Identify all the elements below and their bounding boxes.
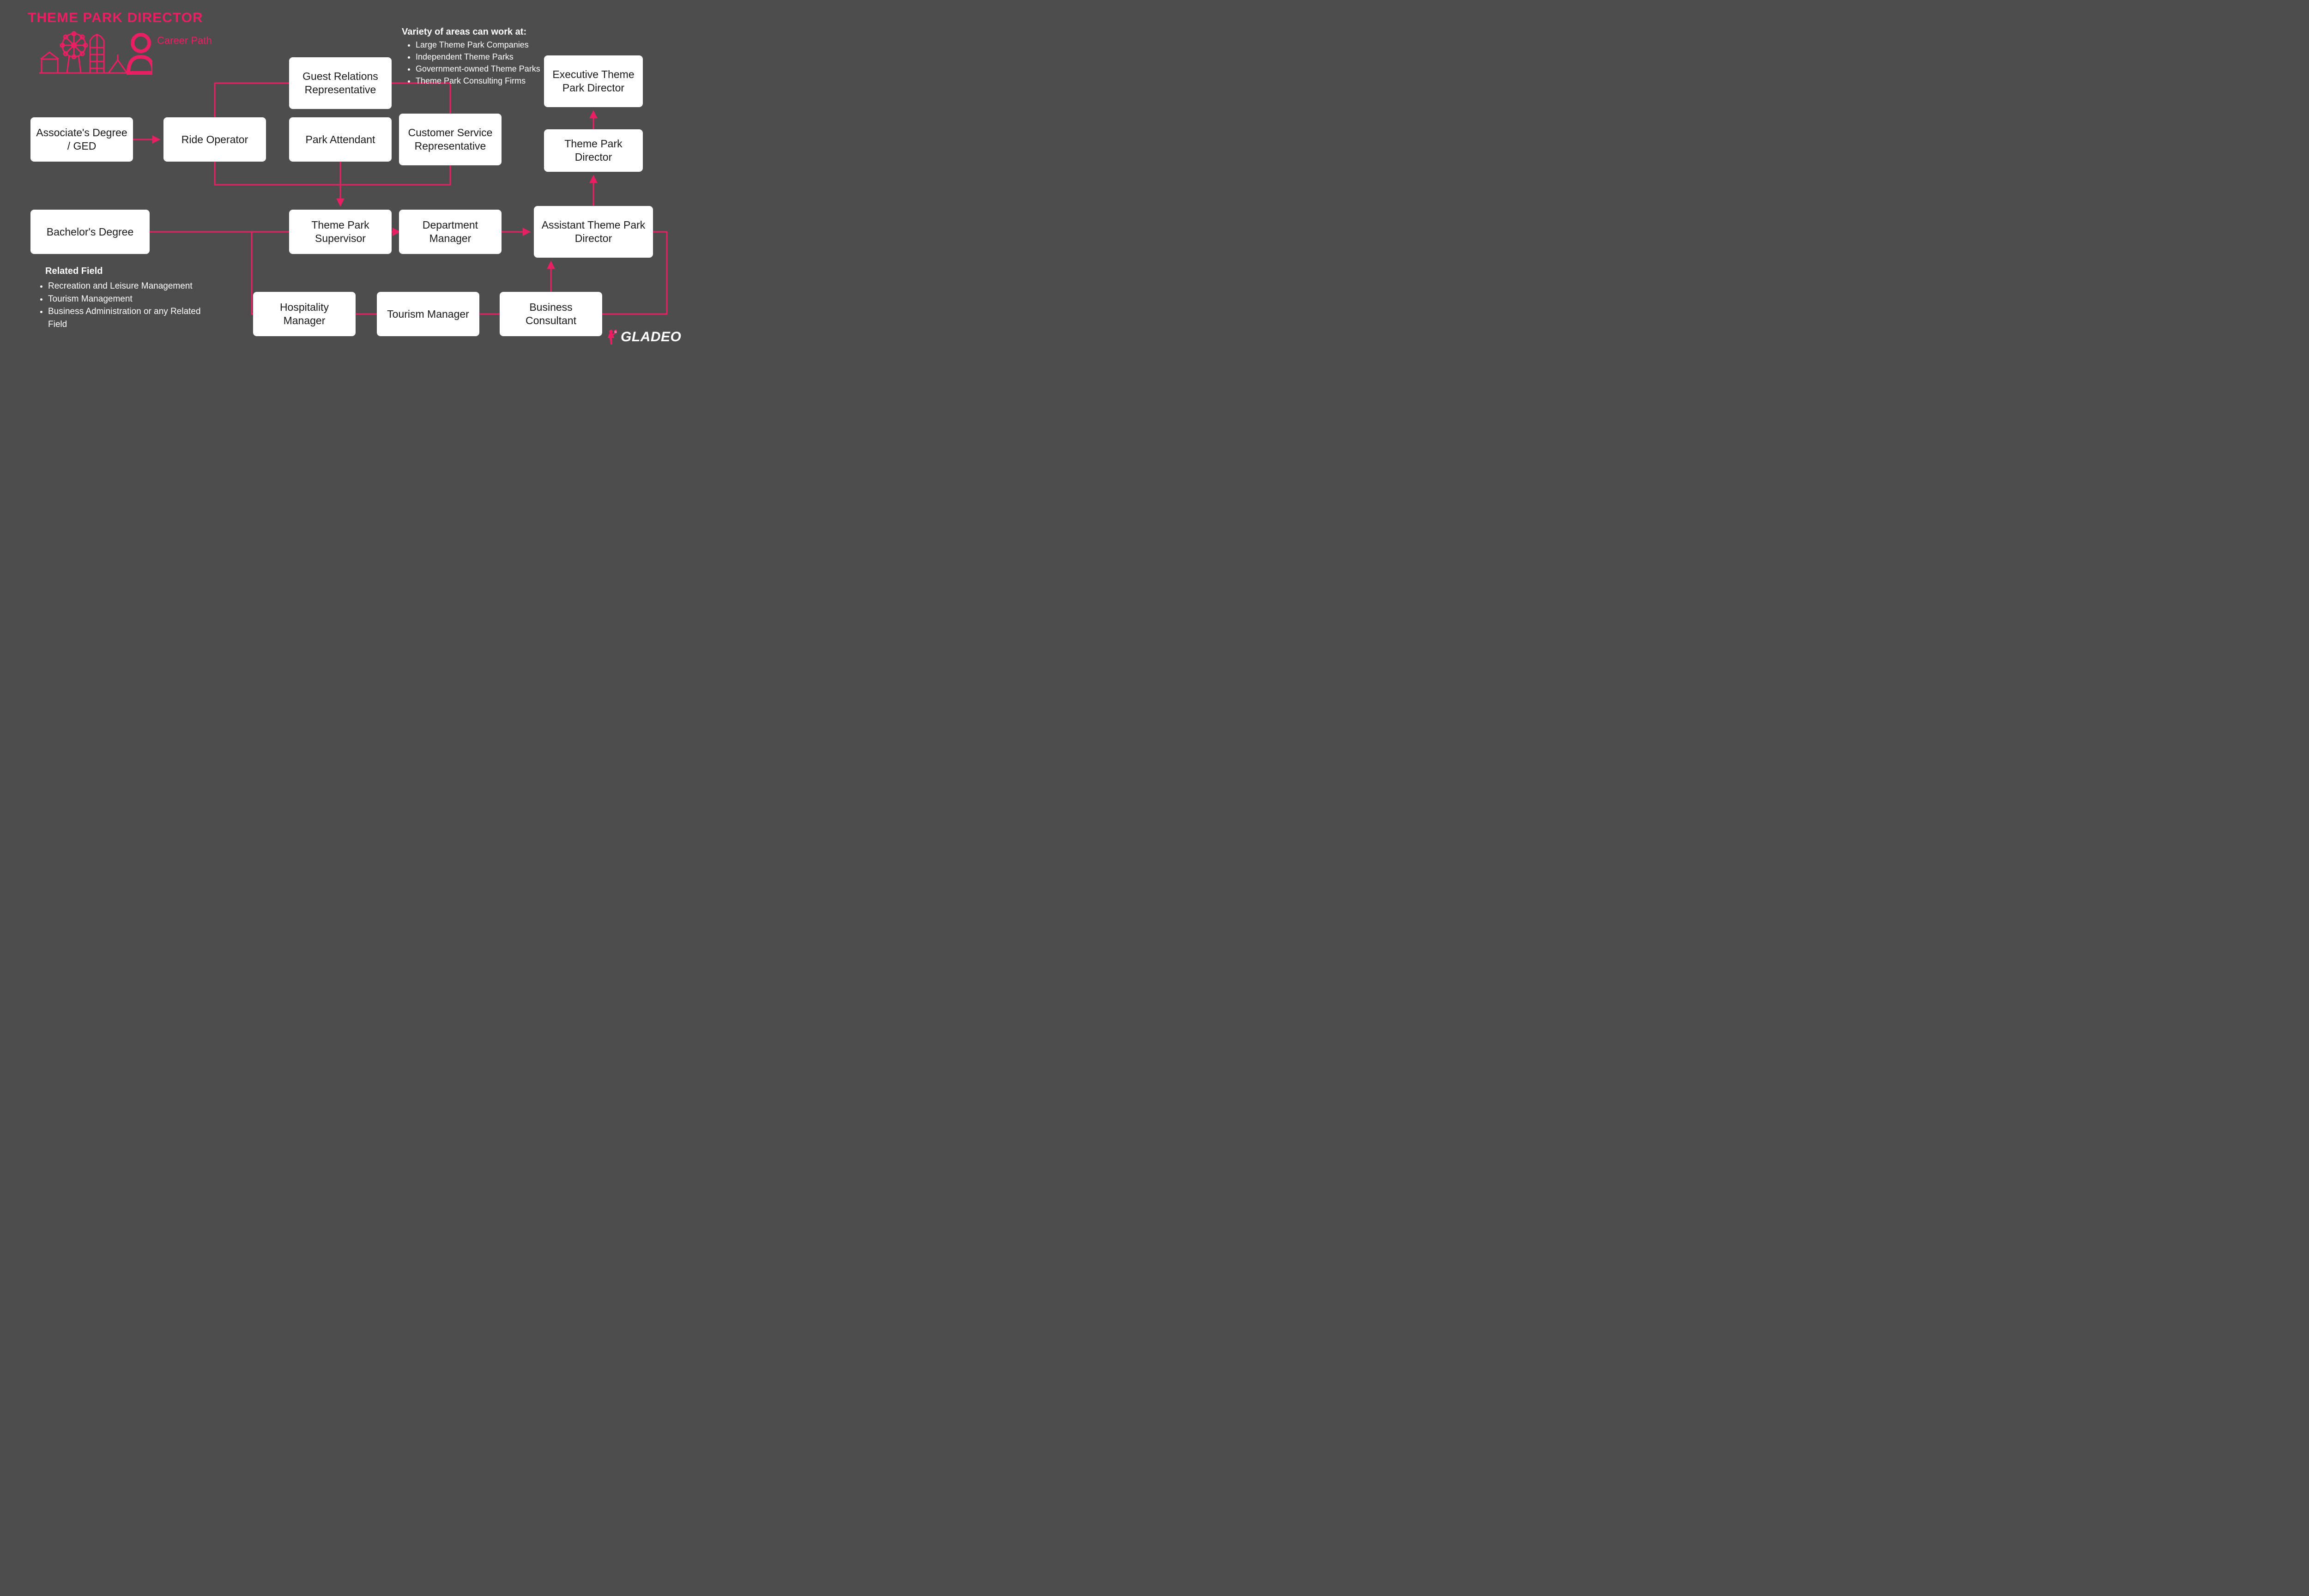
node-guest-relations: Guest Relations Representative bbox=[289, 57, 392, 109]
gladeo-logo: G GLADEO bbox=[605, 329, 681, 345]
node-assistant-director: Assistant Theme Park Director bbox=[534, 206, 653, 258]
page-subtitle: Career Path bbox=[157, 35, 212, 47]
areas-list: Large Theme Park CompaniesIndependent Th… bbox=[405, 39, 540, 87]
areas-title: Variety of areas can work at: bbox=[402, 27, 526, 37]
related-list-item: Recreation and Leisure Management bbox=[48, 280, 204, 293]
node-business-consultant: Business Consultant bbox=[500, 292, 602, 336]
themepark-icon bbox=[28, 27, 152, 78]
node-customer-service-rep: Customer Service Representative bbox=[399, 114, 502, 165]
node-park-attendant: Park Attendant bbox=[289, 117, 392, 162]
node-tourism-manager: Tourism Manager bbox=[377, 292, 479, 336]
related-list-item: Tourism Management bbox=[48, 293, 204, 306]
node-theme-park-director: Theme Park Director bbox=[544, 129, 643, 172]
related-list: Recreation and Leisure ManagementTourism… bbox=[38, 280, 204, 331]
node-hospitality-manager: Hospitality Manager bbox=[253, 292, 356, 336]
areas-list-item: Government-owned Theme Parks bbox=[416, 63, 540, 75]
svg-text:G: G bbox=[615, 331, 617, 334]
node-bachelors-degree: Bachelor's Degree bbox=[30, 210, 150, 254]
areas-list-item: Theme Park Consulting Firms bbox=[416, 75, 540, 87]
node-theme-park-supervisor: Theme Park Supervisor bbox=[289, 210, 392, 254]
page-title: THEME PARK DIRECTOR bbox=[28, 10, 203, 26]
related-title: Related Field bbox=[45, 266, 103, 277]
areas-list-item: Independent Theme Parks bbox=[416, 51, 540, 63]
areas-list-item: Large Theme Park Companies bbox=[416, 39, 540, 51]
related-list-item: Business Administration or any Related F… bbox=[48, 305, 204, 331]
logo-text: GLADEO bbox=[621, 329, 681, 345]
node-ride-operator: Ride Operator bbox=[163, 117, 266, 162]
node-associates-degree: Associate's Degree / GED bbox=[30, 117, 133, 162]
node-executive-director: Executive Theme Park Director bbox=[544, 55, 643, 107]
logo-figure-icon: G bbox=[605, 329, 617, 345]
node-department-manager: Department Manager bbox=[399, 210, 502, 254]
